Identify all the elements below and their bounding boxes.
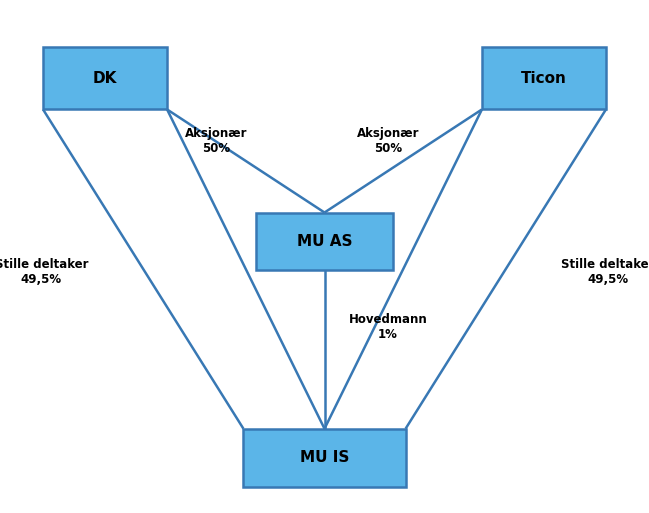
Text: Aksjonær
50%: Aksjonær 50% — [185, 127, 248, 155]
Text: Hovedmann
1%: Hovedmann 1% — [349, 313, 428, 341]
FancyBboxPatch shape — [43, 47, 167, 109]
FancyBboxPatch shape — [243, 429, 406, 486]
Text: Stille deltaker
49,5%: Stille deltaker 49,5% — [561, 258, 649, 286]
Text: DK: DK — [93, 70, 117, 86]
Text: Ticon: Ticon — [521, 70, 567, 86]
Text: Stille deltaker
49,5%: Stille deltaker 49,5% — [0, 258, 88, 286]
Text: MU AS: MU AS — [297, 234, 352, 249]
Text: MU IS: MU IS — [300, 450, 349, 465]
FancyBboxPatch shape — [256, 212, 393, 270]
Text: Aksjonær
50%: Aksjonær 50% — [357, 127, 419, 155]
FancyBboxPatch shape — [482, 47, 606, 109]
